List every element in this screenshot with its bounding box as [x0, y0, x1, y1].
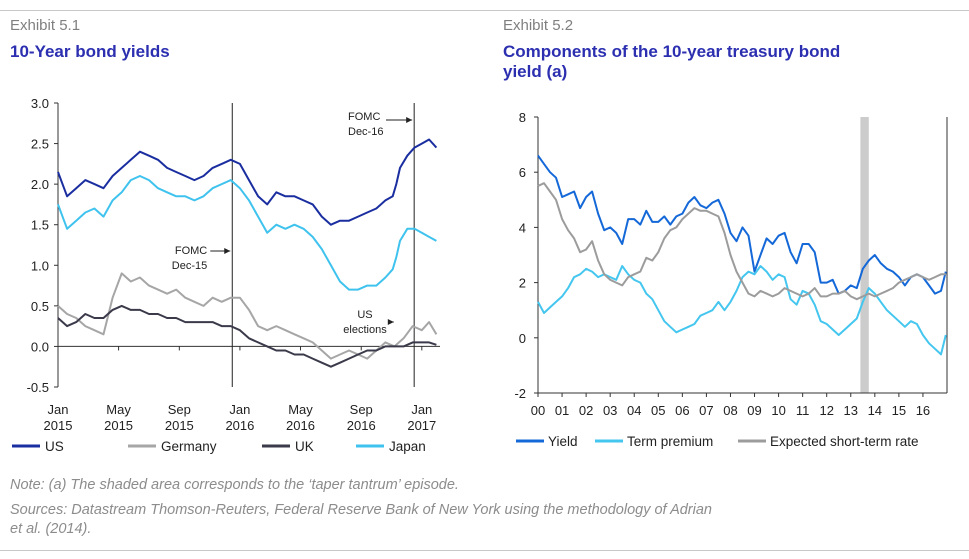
- x-tick-label-year: 2015: [44, 418, 73, 433]
- x-tick-label-month: Sep: [168, 402, 191, 417]
- annotation-arrowhead-dec16: [406, 117, 413, 123]
- series-line-term-premium: [537, 265, 947, 356]
- x-tick-label-year: 2016: [286, 418, 315, 433]
- x-tick-label: 00: [531, 403, 545, 418]
- x-tick-label: 08: [723, 403, 737, 418]
- exhibit-1-label: Exhibit 5.1: [10, 17, 81, 34]
- x-tick-label: 09: [747, 403, 761, 418]
- series-line-uk: [57, 304, 437, 368]
- x-tick-label: 16: [916, 403, 930, 418]
- x-tick-label-month: May: [288, 402, 313, 417]
- annotation-fomc-dec15-line1: FOMC: [175, 245, 207, 257]
- x-tick-label: 11: [796, 403, 810, 418]
- x-tick-label-year: 2015: [165, 418, 194, 433]
- x-tick-label-month: Sep: [350, 402, 373, 417]
- legend-label-expected-short-term-rate: Expected short-term rate: [770, 434, 919, 449]
- y-tick-label: 0: [519, 331, 526, 346]
- y-tick-label: 8: [519, 110, 526, 125]
- x-tick-label: 03: [603, 403, 617, 418]
- bottom-divider: [0, 550, 969, 551]
- y-tick-label: 0.0: [31, 339, 49, 354]
- note-text: Note: (a) The shaded area corresponds to…: [10, 477, 459, 493]
- y-tick-label: -0.5: [27, 380, 49, 395]
- x-tick-label: 12: [819, 403, 833, 418]
- x-tick-label: 05: [651, 403, 665, 418]
- y-tick-label: 0.5: [31, 299, 49, 314]
- x-tick-label-month: May: [106, 402, 131, 417]
- legend-label-germany: Germany: [161, 439, 217, 454]
- x-tick-label-year: 2016: [225, 418, 254, 433]
- x-tick-label: 01: [555, 403, 569, 418]
- series-line-yield: [537, 155, 947, 295]
- x-tick-label-year: 2015: [104, 418, 133, 433]
- y-tick-label: 2.5: [31, 137, 49, 152]
- legend-label-term-premium: Term premium: [627, 434, 713, 449]
- annotation-fomc-dec15-line2: Dec-15: [172, 260, 207, 272]
- x-tick-label: 15: [892, 403, 906, 418]
- annotation-us-elections-line2: elections: [343, 324, 387, 336]
- x-tick-label: 07: [699, 403, 713, 418]
- exhibit-1-title: 10-Year bond yields: [10, 42, 170, 61]
- x-tick-label: 10: [771, 403, 785, 418]
- series-line-us: [57, 138, 438, 226]
- legend-label-us: US: [45, 439, 64, 454]
- x-tick-label: 06: [675, 403, 689, 418]
- x-tick-label: 14: [868, 403, 882, 418]
- sources-line-2: et al. (2014).: [10, 521, 92, 537]
- y-tick-label: 1.0: [31, 258, 49, 273]
- series-line-expected-short-term-rate: [537, 182, 946, 301]
- y-tick-label: 1.5: [31, 218, 49, 233]
- x-tick-label-year: 2017: [407, 418, 436, 433]
- exhibit-2-title-line1: Components of the 10-year treasury bond: [503, 42, 841, 61]
- annotation-arrowhead-dec15: [224, 248, 231, 254]
- annotation-fomc-dec16-line1: FOMC: [348, 111, 380, 123]
- taper-tantrum-shaded-area: [860, 117, 869, 393]
- annotation-fomc-dec16-line2: Dec-16: [348, 126, 383, 138]
- x-tick-label: 04: [627, 403, 641, 418]
- x-tick-label: 13: [844, 403, 858, 418]
- exhibit-2-title-line2: yield (a): [503, 62, 568, 81]
- x-tick-label-year: 2016: [347, 418, 376, 433]
- y-tick-label: 2: [519, 276, 526, 291]
- y-tick-label: 6: [519, 165, 526, 180]
- legend-label-japan: Japan: [389, 439, 426, 454]
- y-tick-label: 2.0: [31, 177, 49, 192]
- y-tick-label: -2: [514, 386, 526, 401]
- x-tick-label-month: Jan: [411, 402, 432, 417]
- legend-label-yield: Yield: [548, 434, 578, 449]
- y-tick-label: 3.0: [31, 96, 49, 111]
- top-divider: [0, 10, 969, 11]
- x-tick-label-month: Jan: [48, 402, 69, 417]
- x-tick-label-month: Jan: [229, 402, 250, 417]
- sources-line-1: Sources: Datastream Thomson-Reuters, Fed…: [10, 502, 712, 518]
- exhibit-2-label: Exhibit 5.2: [503, 17, 574, 34]
- annotation-arrowhead-elections: [387, 319, 394, 325]
- legend-label-uk: UK: [295, 439, 314, 454]
- x-tick-label: 02: [579, 403, 593, 418]
- annotation-us-elections-line1: US: [357, 309, 372, 321]
- y-tick-label: 4: [519, 220, 526, 235]
- series-line-japan: [57, 175, 437, 291]
